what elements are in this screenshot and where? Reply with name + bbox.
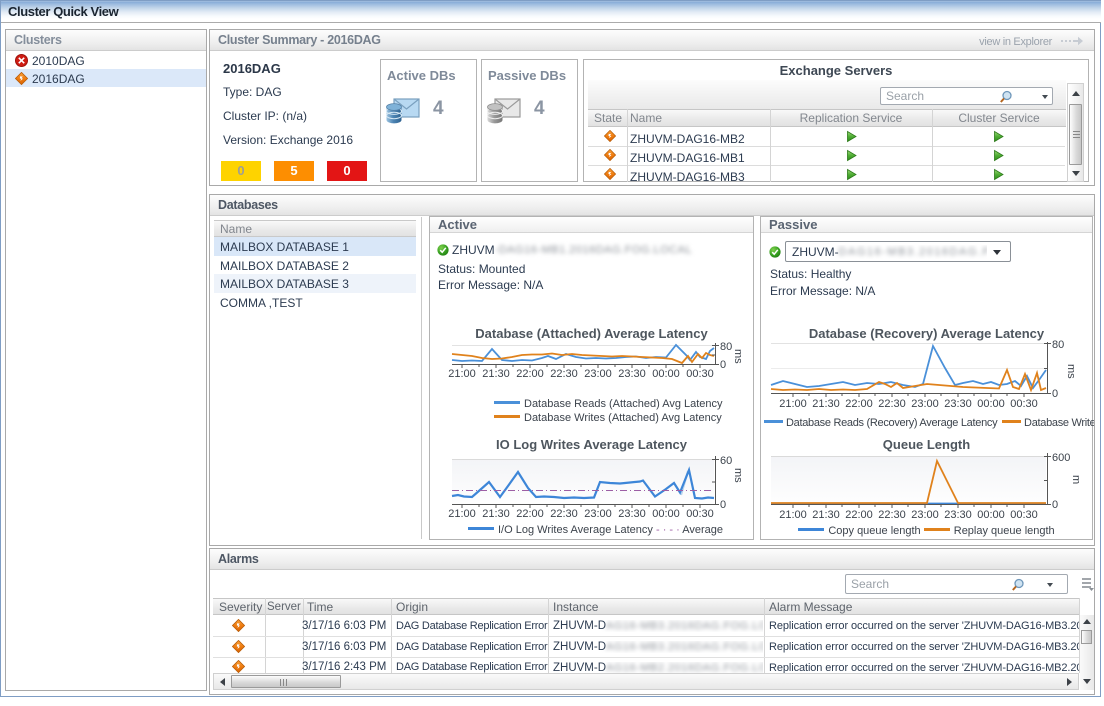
svg-text:23:30: 23:30 [618, 368, 646, 380]
svg-text:23:30: 23:30 [944, 398, 972, 410]
svg-text:ms: ms [732, 349, 744, 364]
svg-text:00:00: 00:00 [652, 508, 680, 520]
svg-text:0: 0 [720, 499, 726, 511]
svg-text:0: 0 [1052, 499, 1058, 511]
svg-text:00:00: 00:00 [977, 398, 1005, 410]
svg-text:22:00: 22:00 [516, 508, 544, 520]
svg-text:0: 0 [1052, 388, 1058, 400]
svg-text:21:30: 21:30 [812, 398, 840, 410]
svg-text:00:30: 00:30 [1010, 398, 1038, 410]
svg-text:23:00: 23:00 [911, 398, 939, 410]
svg-text:00:30: 00:30 [686, 368, 714, 380]
svg-text:21:30: 21:30 [482, 368, 510, 380]
svg-text:21:30: 21:30 [812, 509, 840, 521]
svg-text:21:00: 21:00 [448, 368, 476, 380]
svg-text:ms: ms [732, 468, 744, 483]
svg-text:23:30: 23:30 [618, 508, 646, 520]
svg-text:00:00: 00:00 [977, 509, 1005, 521]
svg-text:23:00: 23:00 [911, 509, 939, 521]
svg-text:00:00: 00:00 [652, 368, 680, 380]
svg-text:23:30: 23:30 [944, 509, 972, 521]
svg-text:00:30: 00:30 [686, 508, 714, 520]
svg-text:0: 0 [720, 359, 726, 371]
svg-text:22:00: 22:00 [516, 368, 544, 380]
svg-text:22:30: 22:30 [878, 509, 906, 521]
svg-text:22:00: 22:00 [845, 509, 873, 521]
svg-text:21:00: 21:00 [779, 509, 807, 521]
svg-text:21:00: 21:00 [448, 508, 476, 520]
svg-text:22:30: 22:30 [550, 368, 578, 380]
svg-text:600: 600 [1052, 452, 1070, 464]
svg-text:80: 80 [1052, 340, 1064, 351]
svg-text:m: m [1070, 475, 1082, 484]
svg-text:21:00: 21:00 [779, 398, 807, 410]
svg-text:23:00: 23:00 [584, 368, 612, 380]
svg-text:22:30: 22:30 [878, 398, 906, 410]
svg-text:22:00: 22:00 [845, 398, 873, 410]
svg-text:ms: ms [1065, 364, 1077, 379]
svg-text:00:30: 00:30 [1010, 509, 1038, 521]
svg-text:21:30: 21:30 [482, 508, 510, 520]
svg-text:80: 80 [720, 341, 732, 353]
svg-text:23:00: 23:00 [584, 508, 612, 520]
svg-text:60: 60 [720, 455, 732, 467]
svg-text:22:30: 22:30 [550, 508, 578, 520]
